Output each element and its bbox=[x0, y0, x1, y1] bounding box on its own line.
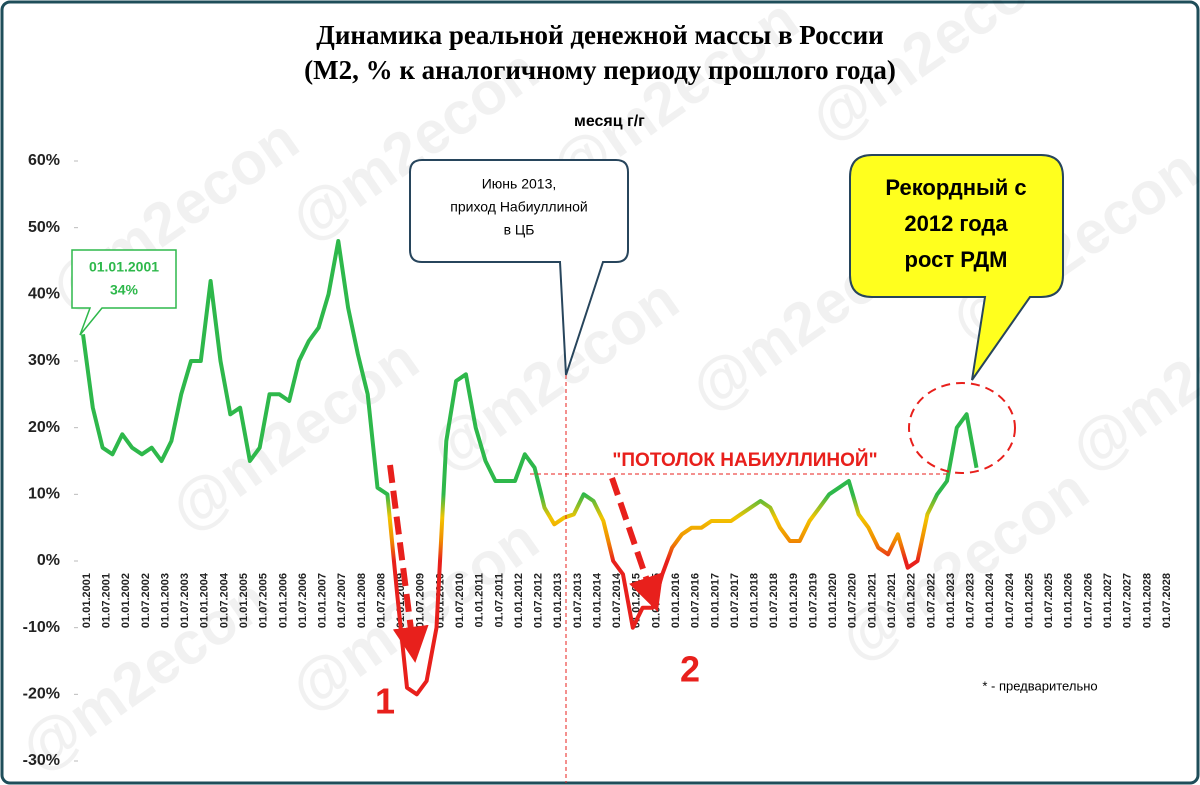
x-tick-label: 01.01.2004 bbox=[199, 572, 211, 628]
x-tick-label: 01.01.2025 bbox=[1023, 573, 1035, 628]
x-tick-label: 01.01.2026 bbox=[1063, 573, 1075, 628]
x-tick-label: 01.01.2024 bbox=[984, 572, 996, 628]
y-tick-label: 0% bbox=[37, 552, 60, 569]
chart-title: (М2, % к аналогичному периоду прошлого г… bbox=[304, 55, 896, 85]
x-tick-label: 01.07.2025 bbox=[1043, 573, 1055, 628]
y-tick-label: 30% bbox=[28, 352, 60, 369]
x-tick-label: 01.07.2002 bbox=[140, 573, 152, 628]
x-tick-label: 01.01.2022 bbox=[906, 573, 918, 628]
y-tick-label: 20% bbox=[28, 419, 60, 436]
x-tick-label: 01.01.2007 bbox=[317, 573, 329, 628]
ceiling-label: "ПОТОЛОК НАБИУЛЛИНОЙ" bbox=[612, 449, 877, 471]
x-tick-label: 01.07.2013 bbox=[572, 573, 584, 628]
x-tick-label: 01.07.2026 bbox=[1082, 573, 1094, 628]
x-tick-label: 01.01.2006 bbox=[277, 573, 289, 628]
x-tick-label: 01.07.2019 bbox=[807, 573, 819, 628]
x-tick-label: 01.07.2003 bbox=[179, 573, 191, 628]
x-tick-label: 01.01.2023 bbox=[945, 573, 957, 628]
label-1: 1 bbox=[375, 681, 395, 722]
x-tick-label: 01.01.2003 bbox=[159, 573, 171, 628]
x-tick-label: 01.01.2001 bbox=[81, 573, 93, 628]
x-tick-label: 01.01.2028 bbox=[1141, 573, 1153, 628]
x-tick-label: 01.07.2001 bbox=[101, 573, 113, 628]
x-tick-label: 01.01.2016 bbox=[670, 573, 682, 628]
x-tick-label: 01.07.2004 bbox=[218, 572, 230, 628]
x-tick-label: 01.07.2014 bbox=[611, 572, 623, 628]
x-tick-label: 01.01.2002 bbox=[120, 573, 132, 628]
y-tick-label: 40% bbox=[28, 286, 60, 303]
x-tick-label: 01.01.2027 bbox=[1102, 573, 1114, 628]
june-2013-text: приход Набиуллиной bbox=[450, 199, 588, 215]
x-tick-label: 01.07.2010 bbox=[454, 573, 466, 628]
x-tick-label: 01.07.2028 bbox=[1161, 573, 1173, 628]
start-callout-text: 34% bbox=[110, 282, 139, 298]
x-tick-label: 01.07.2018 bbox=[768, 573, 780, 628]
y-tick-label: -10% bbox=[23, 619, 60, 636]
x-tick-label: 01.01.2011 bbox=[474, 573, 486, 627]
x-tick-label: 01.07.2022 bbox=[925, 573, 937, 628]
june-2013-text: Июнь 2013, bbox=[482, 176, 557, 192]
june-2013-text: в ЦБ bbox=[504, 222, 535, 238]
x-tick-label: 01.01.2020 bbox=[827, 573, 839, 628]
y-tick-label: 60% bbox=[28, 152, 60, 169]
note: * - предварительно bbox=[982, 678, 1097, 693]
plot: -30% -20% -10% 0% 10% 20% 30% 40% 50% 60% 01.01.20… bbox=[23, 152, 1173, 769]
record-text: 2012 года bbox=[904, 211, 1008, 236]
x-tick-label: 01.07.2016 bbox=[690, 573, 702, 628]
x-tick-label: 01.01.2017 bbox=[709, 573, 721, 628]
june-2013-callout bbox=[409, 159, 629, 376]
x-tick-label: 01.07.2008 bbox=[375, 573, 387, 628]
chart-title: Динамика реальной денежной массы в Росси… bbox=[316, 20, 883, 50]
x-tick-label: 01.01.2014 bbox=[591, 572, 603, 628]
y-tick-label: -30% bbox=[23, 752, 60, 769]
arrow-2 bbox=[609, 477, 664, 613]
y-tick-label: 50% bbox=[28, 219, 60, 236]
x-tick-label: 01.01.2019 bbox=[788, 573, 800, 628]
x-tick-label: 01.07.2021 bbox=[886, 573, 898, 628]
x-tick-label: 01.07.2020 bbox=[847, 573, 859, 628]
start-callout-text: 01.01.2001 bbox=[89, 259, 159, 275]
y-tick-label: 10% bbox=[28, 486, 60, 503]
x-tick-label: 01.07.2023 bbox=[965, 573, 977, 628]
record-text: Рекордный с bbox=[885, 175, 1026, 200]
y-tick-label: -20% bbox=[23, 686, 60, 703]
start-callout bbox=[71, 249, 177, 336]
x-tick-label: 01.07.2027 bbox=[1122, 573, 1134, 628]
series-line bbox=[81, 239, 979, 697]
x-tick-label: 01.07.2017 bbox=[729, 573, 741, 628]
x-tick-label: 01.07.2009 bbox=[415, 573, 427, 628]
x-tick-label: 01.01.2008 bbox=[356, 573, 368, 628]
record-circle bbox=[908, 382, 1016, 474]
x-tick-label: 01.01.2013 bbox=[552, 573, 564, 628]
record-text: рост РДМ bbox=[905, 247, 1008, 272]
x-tick-label: 01.07.2011 bbox=[493, 573, 505, 627]
label-2: 2 bbox=[680, 649, 700, 690]
record-callout bbox=[849, 154, 1064, 381]
x-tick-label: 01.01.2005 bbox=[238, 573, 250, 628]
x-tick-label: 01.07.2024 bbox=[1004, 572, 1016, 628]
x-tick-label: 01.01.2021 bbox=[866, 573, 878, 628]
x-tick-label: 01.01.2012 bbox=[513, 573, 525, 628]
x-tick-label: 01.07.2012 bbox=[533, 573, 545, 628]
legend-label: месяц г/г bbox=[574, 113, 645, 130]
arrow-1 bbox=[387, 464, 429, 663]
x-tick-label: 01.07.2006 bbox=[297, 573, 309, 628]
x-tick-label: 01.07.2005 bbox=[258, 573, 270, 628]
x-tick-label: 01.07.2007 bbox=[336, 573, 348, 628]
x-tick-label: 01.01.2018 bbox=[749, 573, 761, 628]
